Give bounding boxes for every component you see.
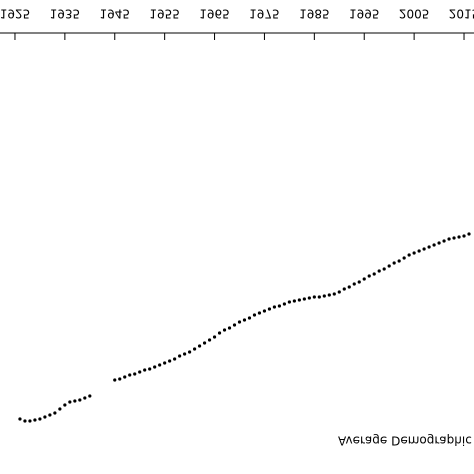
- point: [292, 299, 296, 303]
- x-tick-label: 1935: [50, 7, 81, 21]
- point: [467, 232, 471, 236]
- point: [272, 305, 277, 309]
- point: [377, 269, 381, 273]
- point: [68, 400, 72, 404]
- x-tick-label: 1995: [349, 7, 380, 21]
- point: [183, 352, 187, 356]
- point: [322, 294, 326, 298]
- point: [247, 316, 252, 320]
- point: [113, 378, 117, 382]
- point: [18, 417, 22, 421]
- point: [178, 354, 182, 358]
- point: [158, 363, 162, 367]
- point: [277, 304, 282, 308]
- point: [392, 261, 396, 265]
- point: [372, 272, 376, 276]
- point: [357, 280, 361, 284]
- point: [397, 259, 401, 263]
- point: [422, 247, 426, 251]
- point: [362, 277, 366, 281]
- point: [73, 399, 77, 403]
- point: [163, 361, 167, 365]
- point: [252, 313, 257, 317]
- point: [242, 318, 247, 322]
- x-tick-label: 1975: [249, 7, 280, 21]
- point: [387, 264, 391, 268]
- point: [48, 413, 52, 417]
- point: [143, 368, 147, 372]
- point: [83, 396, 87, 400]
- point: [412, 251, 416, 255]
- point: [297, 298, 301, 302]
- point: [287, 300, 291, 304]
- point: [317, 295, 321, 299]
- point: [63, 403, 67, 407]
- point: [232, 323, 237, 327]
- point: [437, 241, 441, 245]
- point: [192, 347, 197, 351]
- point: [227, 326, 232, 330]
- point: [222, 328, 227, 332]
- point: [342, 287, 346, 291]
- point: [33, 418, 37, 422]
- point: [38, 417, 42, 421]
- point: [367, 274, 371, 278]
- axis-label: Average Demographic: [338, 434, 472, 448]
- point: [173, 357, 177, 361]
- point: [58, 407, 62, 411]
- point: [452, 236, 456, 240]
- point: [43, 415, 47, 419]
- point: [402, 256, 406, 260]
- point: [138, 370, 142, 374]
- point: [382, 267, 386, 271]
- point: [212, 335, 217, 339]
- point: [282, 302, 286, 306]
- point: [432, 243, 436, 247]
- point: [417, 249, 421, 253]
- point: [312, 295, 316, 299]
- point: [188, 350, 192, 354]
- point: [202, 341, 207, 345]
- point: [267, 307, 272, 311]
- x-tick-label: 1945: [99, 7, 130, 21]
- point: [307, 296, 311, 300]
- point: [442, 239, 446, 243]
- point: [118, 377, 122, 381]
- point: [347, 285, 351, 289]
- x-tick-label: 1985: [299, 7, 330, 21]
- x-tick-label: 2015: [449, 7, 474, 21]
- x-tick-label: 1965: [199, 7, 230, 21]
- point: [427, 245, 431, 249]
- point: [337, 290, 341, 294]
- point: [447, 237, 451, 241]
- point: [457, 235, 461, 239]
- point: [257, 311, 262, 315]
- x-tick-label: 1955: [149, 7, 180, 21]
- point: [302, 297, 306, 301]
- point: [78, 398, 82, 402]
- point: [207, 338, 212, 342]
- point: [462, 234, 466, 238]
- point: [133, 372, 137, 376]
- point: [217, 331, 222, 335]
- point: [327, 293, 331, 297]
- point: [53, 411, 57, 415]
- point: [128, 373, 132, 377]
- point: [153, 365, 157, 369]
- point: [262, 309, 267, 313]
- point: [332, 292, 336, 296]
- point: [28, 419, 32, 423]
- point: [23, 419, 27, 423]
- x-tick-label: 1925: [0, 7, 30, 21]
- x-tick-label: 2005: [399, 7, 430, 21]
- point: [407, 253, 411, 257]
- point: [88, 394, 92, 398]
- point: [123, 375, 127, 379]
- point: [197, 344, 202, 348]
- point: [352, 282, 356, 286]
- point: [148, 367, 152, 371]
- point: [237, 320, 242, 324]
- point: [168, 359, 172, 363]
